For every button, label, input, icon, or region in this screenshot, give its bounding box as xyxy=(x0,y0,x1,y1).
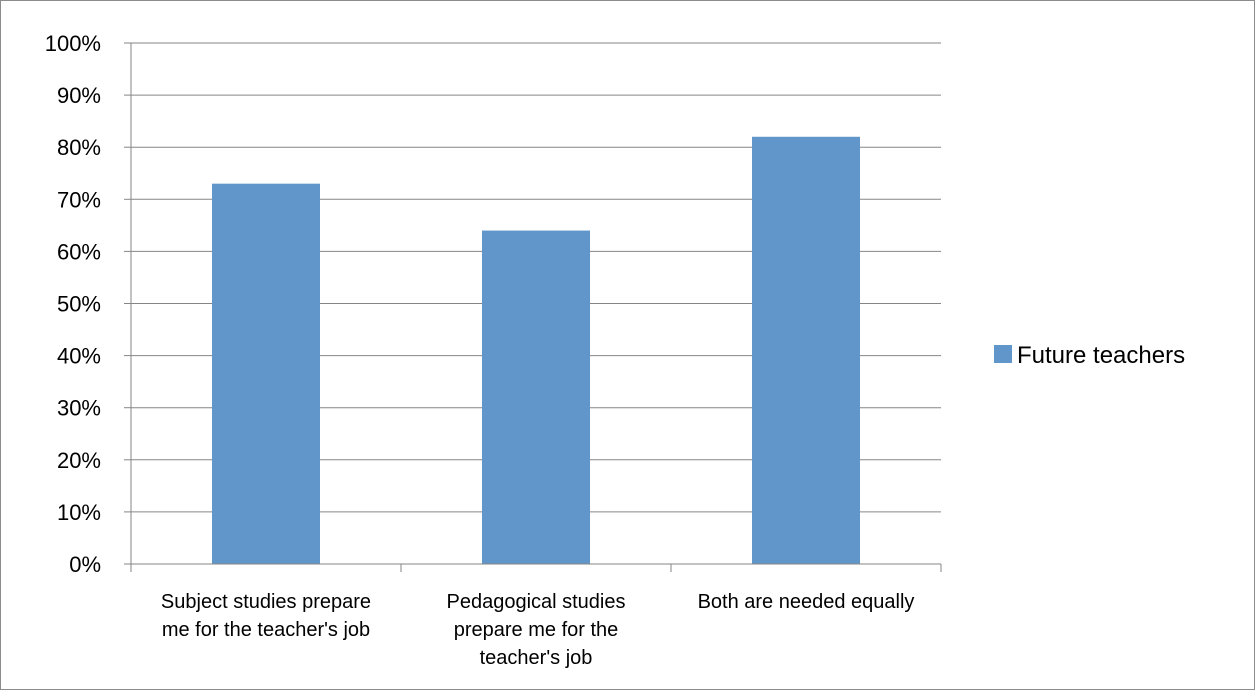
y-tick-label: 0% xyxy=(69,552,101,577)
y-tick-label: 90% xyxy=(57,83,101,108)
y-tick-label: 60% xyxy=(57,239,101,264)
y-tick-label: 20% xyxy=(57,448,101,473)
x-category-label-line: me for the teacher's job xyxy=(162,619,370,641)
bar xyxy=(212,183,320,565)
x-category-label: Both are needed equally xyxy=(698,591,915,613)
legend-swatch xyxy=(994,345,1012,363)
y-tick-label: 80% xyxy=(57,135,101,160)
x-category-label-line: Both are needed equally xyxy=(698,591,915,613)
x-category-labels: Subject studies prepare me for the teache… xyxy=(161,591,914,669)
y-tick-label: 70% xyxy=(57,187,101,212)
axes xyxy=(124,42,942,572)
bars xyxy=(212,136,860,565)
x-category-label-line: teacher's job xyxy=(480,647,593,669)
x-category-label: Pedagogical studies prepare me for the tea… xyxy=(446,591,625,669)
bar xyxy=(482,230,590,564)
x-category-label-line: Subject studies prepare xyxy=(161,591,371,613)
y-tick-label: 100% xyxy=(45,31,101,56)
x-category-label: Subject studies prepare me for the teache… xyxy=(161,591,371,641)
legend: Future teachers xyxy=(994,342,1185,369)
bar xyxy=(752,136,860,564)
y-tick-labels: 0% 10% 20% 30% 40% 50% 60% 70% 80% 90% 100% xyxy=(45,31,101,577)
x-category-label-line: Pedagogical studies xyxy=(446,591,625,613)
x-category-label-line: prepare me for the xyxy=(454,619,619,641)
y-tick-label: 10% xyxy=(57,500,101,525)
y-tick-label: 40% xyxy=(57,344,101,369)
y-tick-label: 50% xyxy=(57,292,101,317)
legend-label: Future teachers xyxy=(1017,342,1185,369)
y-tick-label: 30% xyxy=(57,396,101,421)
